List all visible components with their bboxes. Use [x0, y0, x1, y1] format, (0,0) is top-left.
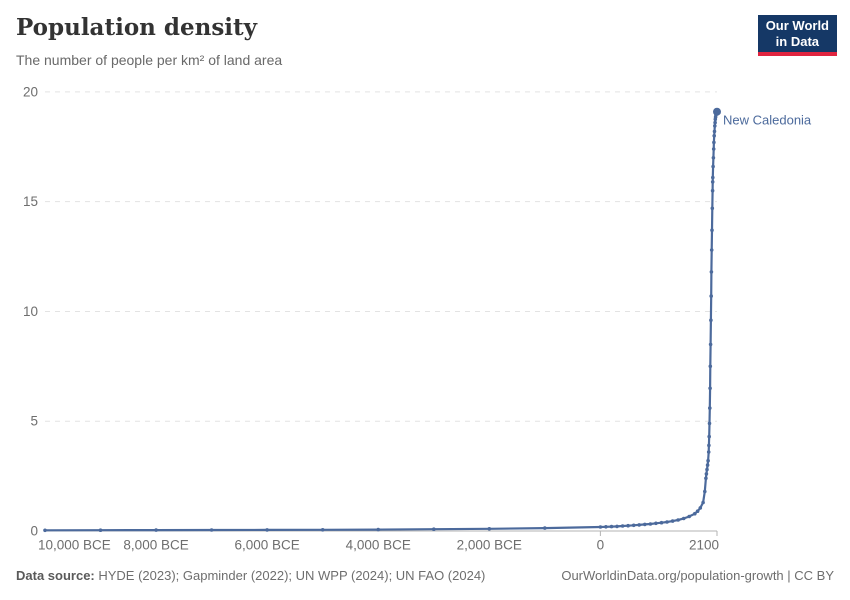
svg-text:0: 0 [30, 524, 38, 539]
owid-logo-line2: in Data [775, 34, 820, 49]
end-point-dot[interactable] [713, 107, 721, 116]
svg-text:2100: 2100 [689, 538, 719, 553]
chart-footer: Data source: HYDE (2023); Gapminder (202… [16, 568, 834, 583]
y-gridlines [45, 91, 717, 422]
svg-text:2,000 BCE: 2,000 BCE [457, 538, 522, 553]
svg-text:6,000 BCE: 6,000 BCE [235, 538, 300, 553]
attribution-link[interactable]: OurWorldinData.org/population-growth | C… [561, 568, 834, 583]
svg-text:8,000 BCE: 8,000 BCE [123, 538, 188, 553]
chart-subtitle: The number of people per km² of land are… [16, 52, 283, 68]
series-new-caledonia[interactable]: New Caledonia [43, 107, 812, 533]
entity-label[interactable]: New Caledonia [723, 113, 812, 128]
svg-text:5: 5 [30, 414, 38, 429]
data-source-prefix: Data source: [16, 568, 95, 583]
svg-text:10,000 BCE: 10,000 BCE [38, 538, 111, 553]
svg-text:0: 0 [597, 538, 605, 553]
svg-text:10: 10 [23, 304, 38, 319]
owid-logo: Our World in Data [757, 15, 837, 56]
owid-logo-line1: Our World [765, 18, 829, 33]
page-title: Population density [16, 14, 258, 41]
data-line[interactable] [44, 111, 718, 532]
svg-text:4,000 BCE: 4,000 BCE [346, 538, 411, 553]
svg-text:15: 15 [23, 194, 38, 209]
data-source: Data source: HYDE (2023); Gapminder (202… [16, 568, 485, 583]
x-axis: 10,000 BCE 8,000 BCE 6,000 BCE 4,000 BCE 2,0… [38, 530, 719, 553]
data-point-markers[interactable] [43, 109, 719, 533]
data-source-text: HYDE (2023); Gapminder (2022); UN WPP (2… [94, 568, 486, 583]
svg-text:20: 20 [23, 84, 38, 99]
y-axis-labels: 0 5 10 15 20 [23, 84, 38, 538]
